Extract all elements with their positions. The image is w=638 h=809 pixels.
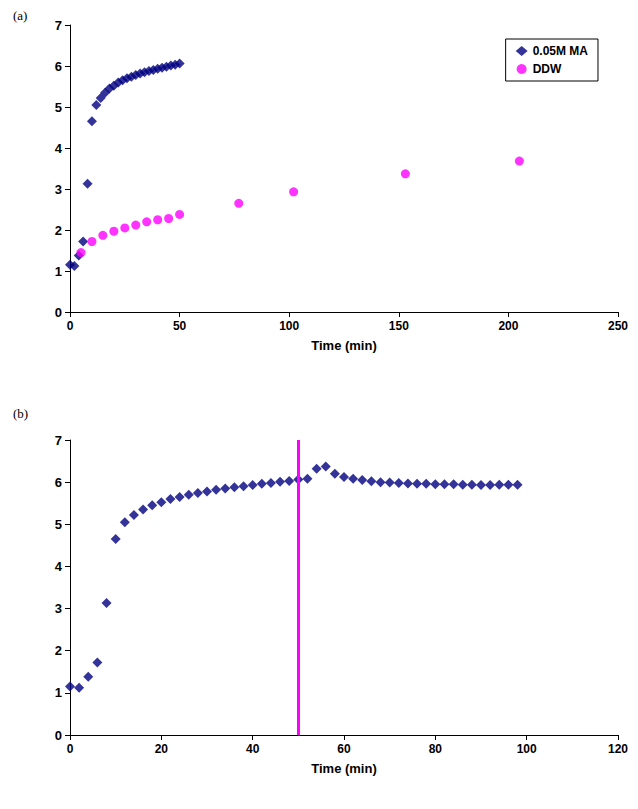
svg-text:60: 60 (337, 742, 351, 756)
svg-text:5: 5 (55, 100, 62, 115)
svg-text:(b): (b) (13, 406, 28, 421)
svg-text:40: 40 (246, 742, 260, 756)
svg-text:100: 100 (517, 742, 537, 756)
svg-text:0.05M MA: 0.05M MA (533, 44, 589, 58)
svg-text:7: 7 (55, 433, 62, 448)
svg-text:0: 0 (67, 319, 74, 333)
svg-text:100: 100 (279, 319, 299, 333)
svg-text:6: 6 (55, 59, 62, 74)
svg-text:2: 2 (55, 223, 62, 238)
svg-text:6: 6 (55, 475, 62, 490)
svg-text:120: 120 (608, 742, 628, 756)
svg-text:4: 4 (55, 141, 63, 156)
svg-text:200: 200 (498, 319, 518, 333)
svg-text:150: 150 (389, 319, 409, 333)
svg-text:0: 0 (55, 728, 62, 743)
svg-text:1: 1 (55, 685, 62, 700)
svg-text:DDW: DDW (533, 62, 562, 76)
svg-text:(a): (a) (13, 8, 27, 23)
svg-text:0: 0 (67, 742, 74, 756)
svg-text:5: 5 (55, 517, 62, 532)
svg-text:20: 20 (155, 742, 169, 756)
svg-text:50: 50 (173, 319, 187, 333)
svg-text:0: 0 (55, 305, 62, 320)
svg-text:2: 2 (55, 643, 62, 658)
svg-text:80: 80 (429, 742, 443, 756)
svg-text:3: 3 (55, 182, 62, 197)
svg-text:3: 3 (55, 601, 62, 616)
svg-text:7: 7 (55, 18, 62, 33)
svg-text:4: 4 (55, 559, 63, 574)
svg-text:1: 1 (55, 264, 62, 279)
svg-text:250: 250 (608, 319, 628, 333)
svg-text:Time (min): Time (min) (311, 338, 377, 353)
svg-text:Time (min): Time (min) (311, 761, 377, 776)
